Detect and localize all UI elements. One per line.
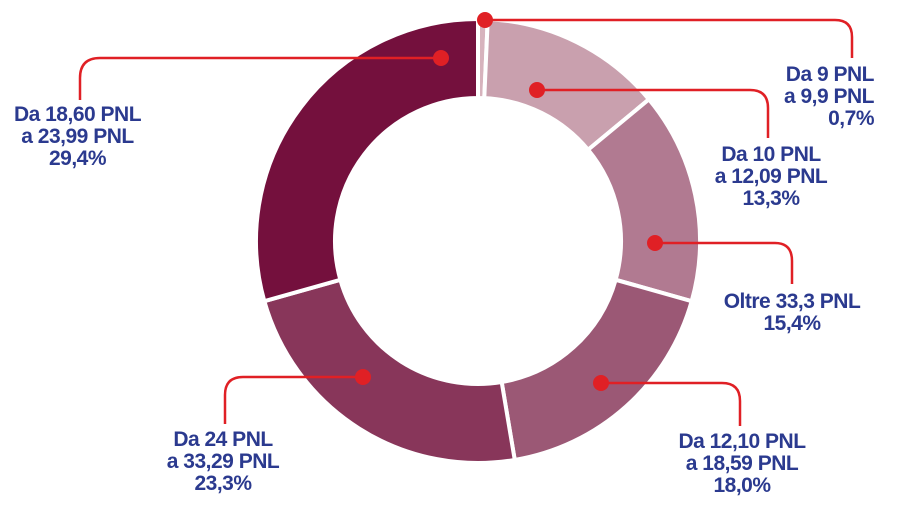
label-slice-2-line1: Oltre 33,3 PNL: [723, 290, 861, 313]
donut-slice-4: [261, 277, 518, 465]
label-slice-3-pct: 18,0%: [713, 474, 771, 497]
leader-dot-5: [433, 50, 449, 66]
leader-dot-4: [355, 369, 371, 385]
leader-line-4: [223, 375, 363, 424]
label-slice-2-pct: 15,4%: [763, 312, 821, 335]
label-slice-5-line1: Da 18,60 PNL: [13, 103, 142, 126]
label-slice-1: Da 10 PNL a 12,09 PNL 13,3%: [696, 144, 846, 210]
label-slice-0-line2: a 9,9 PNL: [783, 85, 875, 108]
label-slice-2: Oltre 33,3 PNL 15,4%: [712, 291, 872, 335]
label-slice-3: Da 12,10 PNL a 18,59 PNL 18,0%: [667, 431, 817, 497]
label-slice-5: Da 18,60 PNL a 23,99 PNL 29,4%: [5, 104, 150, 170]
leader-lines: [78, 12, 854, 426]
label-slice-4-line1: Da 24 PNL: [173, 428, 273, 451]
label-slice-4-pct: 23,3%: [194, 472, 252, 495]
label-slice-0: Da 9 PNL a 9,9 PNL 0,7%: [783, 63, 875, 130]
label-slice-4: Da 24 PNL a 33,29 PNL 23,3%: [148, 429, 298, 495]
label-slice-5-pct: 29,4%: [48, 147, 107, 170]
donut-slice-3: [499, 277, 695, 463]
label-slice-0-pct: 0,7%: [828, 107, 874, 130]
label-slice-3-line1: Da 12,10 PNL: [678, 430, 806, 453]
leader-dot-0: [477, 12, 493, 28]
label-slice-5-line2: a 23,99 PNL: [21, 125, 134, 148]
donut-slices: [254, 16, 702, 465]
label-slice-1-line2: a 12,09 PNL: [714, 165, 828, 188]
leader-dot-3: [593, 375, 609, 391]
leader-line-1: [537, 88, 770, 138]
leader-dot-1: [529, 82, 545, 98]
donut-slice-5: [254, 16, 480, 304]
leader-line-2: [655, 241, 794, 284]
leader-dot-2: [647, 235, 663, 251]
leader-line-5: [78, 56, 441, 100]
leader-line-3: [601, 381, 742, 426]
label-slice-4-line2: a 33,29 PNL: [166, 450, 280, 473]
label-slice-0-line1: Da 9 PNL: [785, 63, 875, 86]
label-slice-1-pct: 13,3%: [742, 187, 800, 210]
label-slice-1-line1: Da 10 PNL: [721, 143, 821, 166]
leader-line-0: [485, 18, 854, 58]
label-slice-3-line2: a 18,59 PNL: [685, 452, 799, 475]
